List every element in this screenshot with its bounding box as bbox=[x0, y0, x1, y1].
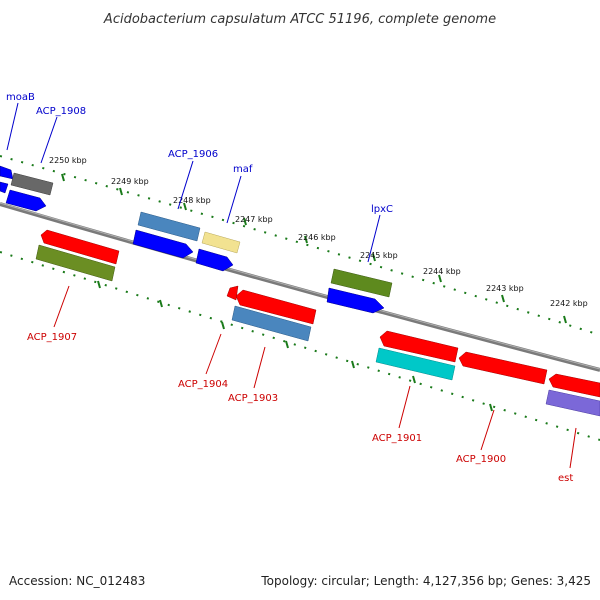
tick-mark bbox=[372, 253, 376, 262]
tick-label-2249: 2249 kbp bbox=[111, 177, 149, 186]
tick-mark bbox=[285, 340, 289, 349]
tick-mark bbox=[489, 403, 493, 412]
gene-acp-1903[interactable] bbox=[235, 289, 317, 325]
label-acp-1900[interactable]: ACP_1900 bbox=[456, 454, 506, 465]
accession-text: Accession: NC_012483 bbox=[9, 574, 146, 588]
gene-fwd-b[interactable] bbox=[0, 181, 9, 194]
tick-label-2248: 2248 kbp bbox=[173, 196, 211, 205]
tick-mark bbox=[438, 274, 442, 283]
forward-genes bbox=[0, 165, 393, 314]
label-est[interactable]: est bbox=[558, 473, 573, 484]
gene-fwd-d[interactable] bbox=[195, 248, 234, 272]
gene-est[interactable] bbox=[548, 373, 600, 398]
leader-acp-1908 bbox=[40, 116, 58, 164]
gene-rev-a[interactable] bbox=[40, 229, 120, 265]
gene-acp-1904[interactable] bbox=[231, 305, 312, 342]
gene-rev-c[interactable] bbox=[375, 347, 456, 381]
label-acp-1908[interactable]: ACP_1908 bbox=[36, 106, 86, 117]
tick-label-2250: 2250 kbp bbox=[49, 156, 87, 165]
major-ticks bbox=[61, 173, 567, 412]
tick-label-2246: 2246 kbp bbox=[298, 233, 336, 242]
tick-mark bbox=[119, 187, 123, 196]
gene-acp-1908[interactable] bbox=[10, 172, 54, 196]
leader-acp-1907 bbox=[53, 285, 70, 328]
gene-acp-1906[interactable] bbox=[137, 211, 201, 242]
tick-label-2247: 2247 kbp bbox=[235, 215, 273, 224]
gene-fwd-e[interactable] bbox=[326, 287, 385, 314]
forward-labels: moaB ACP_1908 ACP_1906 maf lpxC bbox=[6, 92, 393, 215]
leader-lpxc bbox=[367, 214, 381, 263]
reverse-genes bbox=[35, 229, 600, 417]
label-acp-1903[interactable]: ACP_1903 bbox=[228, 393, 278, 404]
gene-fwd-c[interactable] bbox=[132, 229, 194, 259]
gene-acp-1901[interactable] bbox=[379, 330, 459, 363]
tick-mark bbox=[243, 217, 247, 226]
gene-acp-1900[interactable] bbox=[458, 351, 548, 385]
leader-acp-1900 bbox=[480, 409, 495, 451]
tick-mark bbox=[159, 299, 163, 308]
genome-summary-text: Topology: circular; Length: 4,127,356 bp… bbox=[261, 574, 591, 588]
tick-mark bbox=[304, 235, 308, 244]
tick-mark bbox=[501, 294, 505, 303]
map-title: Acidobacterium capsulatum ATCC 51196, co… bbox=[103, 12, 496, 27]
gene-acp-1907[interactable] bbox=[35, 244, 116, 282]
tick-mark bbox=[97, 280, 101, 289]
gene-moab[interactable] bbox=[0, 165, 14, 180]
gene-maf[interactable] bbox=[201, 231, 241, 254]
gene-lpxc[interactable] bbox=[330, 268, 393, 298]
tick-mark bbox=[412, 375, 416, 384]
label-acp-1906[interactable]: ACP_1906 bbox=[168, 149, 218, 160]
tick-mark bbox=[183, 202, 187, 211]
tick-mark bbox=[563, 315, 567, 324]
leader-maf bbox=[226, 175, 242, 224]
tick-label-2242: 2242 kbp bbox=[550, 299, 588, 308]
gene-rev-b[interactable] bbox=[226, 285, 239, 301]
gene-fwd-a[interactable] bbox=[5, 189, 47, 212]
label-acp-1901[interactable]: ACP_1901 bbox=[372, 433, 422, 444]
tick-label-2245: 2245 kbp bbox=[360, 251, 398, 260]
tick-labels: 2242 kbp 2243 kbp 2244 kbp 2245 kbp 2246… bbox=[49, 156, 588, 308]
label-acp-1904[interactable]: ACP_1904 bbox=[178, 379, 228, 390]
leader-est bbox=[569, 427, 577, 469]
gene-rev-d[interactable] bbox=[545, 389, 600, 417]
leader-acp-1903 bbox=[253, 346, 266, 389]
reverse-labels: ACP_1907 ACP_1904 ACP_1903 ACP_1901 ACP_… bbox=[27, 332, 573, 484]
tick-label-2243: 2243 kbp bbox=[486, 284, 524, 293]
tick-mark bbox=[61, 173, 65, 182]
reverse-leaders bbox=[53, 285, 577, 469]
label-maf[interactable]: maf bbox=[233, 164, 253, 175]
tick-mark bbox=[221, 321, 225, 330]
leader-acp-1906 bbox=[177, 160, 194, 210]
label-acp-1907[interactable]: ACP_1907 bbox=[27, 332, 77, 343]
label-lpxc[interactable]: lpxC bbox=[371, 204, 393, 215]
leader-acp-1904 bbox=[205, 333, 222, 375]
genome-backbone-highlight bbox=[0, 202, 600, 370]
tick-label-2244: 2244 kbp bbox=[423, 267, 461, 276]
genome-backbone bbox=[0, 202, 600, 372]
tick-mark bbox=[351, 360, 355, 369]
leader-acp-1901 bbox=[398, 385, 411, 429]
leader-moab bbox=[6, 102, 19, 151]
label-moab[interactable]: moaB bbox=[6, 92, 35, 103]
forward-leaders bbox=[6, 102, 381, 263]
